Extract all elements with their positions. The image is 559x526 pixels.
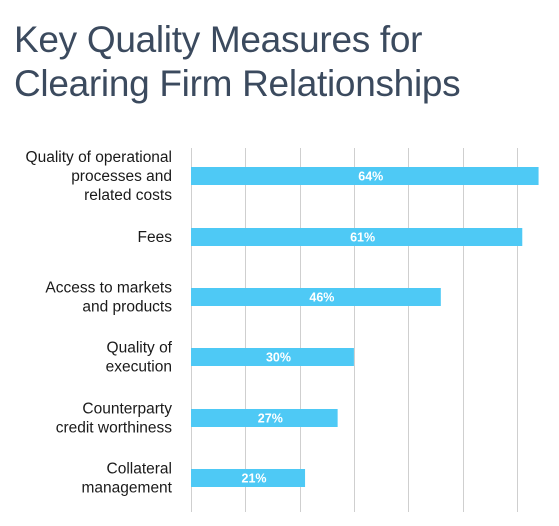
category-label: processes and bbox=[71, 168, 172, 185]
data-label: 30% bbox=[266, 351, 291, 365]
category-label: Access to markets bbox=[45, 280, 172, 297]
category-label: Fees bbox=[138, 229, 173, 246]
chart-title: Key Quality Measures for Clearing Firm R… bbox=[14, 18, 554, 106]
bar bbox=[191, 469, 306, 487]
category-label: Quality of operational bbox=[26, 149, 172, 166]
category-label: execution bbox=[106, 359, 172, 376]
bar bbox=[191, 348, 354, 366]
category-label: Collateral bbox=[107, 461, 172, 478]
bar bbox=[191, 228, 523, 246]
chart-title-line-1: Key Quality Measures for bbox=[14, 19, 423, 60]
bar bbox=[191, 288, 441, 306]
category-label: related costs bbox=[84, 187, 172, 204]
category-label: credit worthiness bbox=[56, 420, 173, 437]
category-label: Counterparty bbox=[82, 401, 172, 418]
category-label: management bbox=[82, 480, 173, 497]
data-label: 64% bbox=[358, 170, 383, 184]
data-label: 46% bbox=[309, 291, 334, 305]
data-label: 27% bbox=[258, 412, 283, 426]
bar bbox=[191, 167, 539, 185]
data-label: 21% bbox=[242, 472, 267, 486]
category-label: Quality of bbox=[107, 340, 173, 357]
bar bbox=[191, 409, 338, 427]
data-label: 61% bbox=[350, 231, 375, 245]
category-label: and products bbox=[82, 299, 172, 316]
chart-title-line-2: Clearing Firm Relationships bbox=[14, 63, 461, 104]
